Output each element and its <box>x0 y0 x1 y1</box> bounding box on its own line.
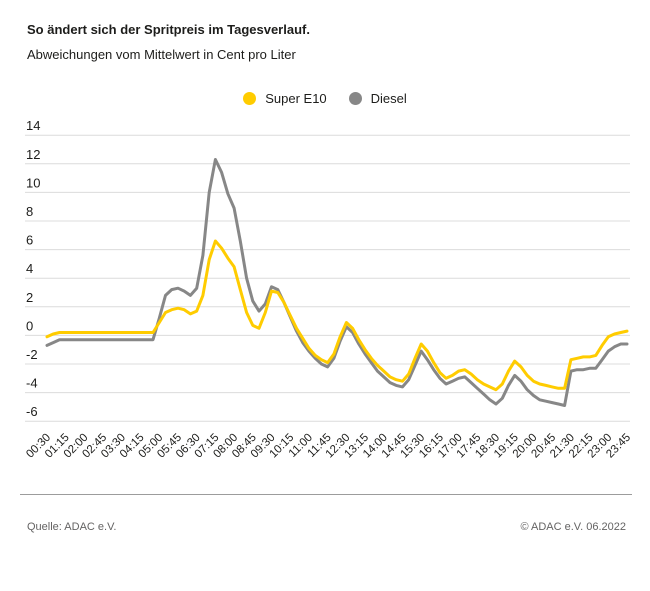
y-tick-label: 0 <box>26 318 33 333</box>
y-tick-label: 2 <box>26 290 33 305</box>
footer-divider <box>20 494 632 495</box>
chart-title: So ändert sich der Spritpreis im Tagesve… <box>27 22 310 37</box>
chart-legend: Super E10 Diesel <box>0 91 650 106</box>
y-tick-label: 12 <box>26 147 40 162</box>
chart-canvas: 14 12 10 8 6 4 2 0 -2 -4 -6 00:3001:1502:0002:4503:… <box>24 118 633 461</box>
legend-label-diesel: Diesel <box>370 91 407 106</box>
chart-subtitle: Abweichungen vom Mittelwert in Cent pro … <box>27 47 296 63</box>
footer-source: Quelle: ADAC e.V. <box>27 521 117 533</box>
y-tick-label: 10 <box>26 175 40 190</box>
legend-label-super-e10: Super E10 <box>265 91 327 106</box>
y-axis-labels: 14 12 10 8 6 4 2 0 -2 -4 -6 <box>26 118 40 419</box>
x-axis-labels: 00:3001:1502:0002:4503:3004:1505:0005:45… <box>24 432 633 461</box>
y-tick-label: -4 <box>26 376 38 391</box>
y-tick-label: 8 <box>26 204 33 219</box>
super-e10-dot-icon <box>243 92 257 105</box>
y-tick-label: -6 <box>26 404 38 419</box>
fuel-price-line-chart: 14 12 10 8 6 4 2 0 -2 -4 -6 00:30 01:15 02:00 02:45 03:… <box>0 112 650 487</box>
y-tick-label: 14 <box>26 118 40 133</box>
legend-item-diesel: Diesel <box>348 91 407 106</box>
y-tick-label: 4 <box>26 261 33 276</box>
series-line-super-e10 <box>45 239 629 392</box>
diesel-dot-icon <box>348 92 362 105</box>
legend-item-super-e10: Super E10 <box>243 91 327 106</box>
series-line-diesel <box>45 158 629 407</box>
chart-header: So ändert sich der Spritpreis im Tagesve… <box>27 22 627 62</box>
y-tick-label: 6 <box>26 233 33 248</box>
y-tick-label: -2 <box>26 347 38 362</box>
y-grid <box>25 134 630 422</box>
footer-copyright: © ADAC e.V. 06.2022 <box>520 521 626 533</box>
